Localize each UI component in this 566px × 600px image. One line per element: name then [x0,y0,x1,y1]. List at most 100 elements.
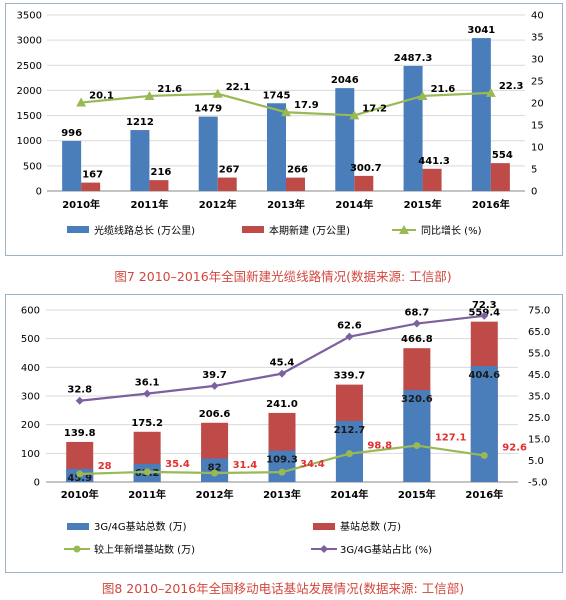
data-label-total: 241.0 [266,399,298,410]
legend-label-total: 基站总数 (万) [340,520,401,533]
y-tick-label: 0 [36,187,42,198]
y2-tick-label: 55.0 [528,349,550,360]
data-label-share: 36.1 [135,378,160,389]
y2-tick-label: 15 [531,121,544,132]
x-tick-label: 2010年 [61,488,99,501]
data-label-total: 1212 [126,117,154,128]
data-label-added: 28 [98,461,112,472]
data-label-growth: 20.1 [89,91,114,102]
bar-new-built [217,177,237,191]
bar-new-built [81,182,101,191]
growth-marker [417,90,428,100]
x-tick-label: 2012年 [196,488,234,501]
data-label-total: 996 [61,128,82,139]
data-label-growth: 17.2 [362,103,387,114]
y-tick-label: 1500 [17,111,42,122]
y-tick-label: 400 [21,363,40,374]
data-label-total: 1479 [194,104,222,115]
y-tick-label: 2000 [17,86,42,97]
data-label-added: 31.4 [233,460,258,471]
data-label-total: 3041 [467,25,495,36]
data-label-new: 441.3 [418,156,450,167]
legend-label-total: 光缆线路总长 (万公里) [94,224,195,237]
figure-8-caption: 图8 2010–2016年全国移动电话基站发展情况(数据来源: 工信部) [101,581,465,596]
bar-total-length [62,140,82,191]
data-label-growth: 21.6 [431,84,456,95]
added-stations-marker [480,451,488,459]
growth-marker [281,107,291,117]
share-marker [210,381,219,390]
data-label-total: 2046 [331,75,359,86]
y-tick-label: 1000 [17,136,42,147]
bar-3g4g-stations [470,366,498,482]
data-label-3g4g: 212.7 [334,425,366,436]
legend-swatch-total [67,226,89,233]
data-label-total: 175.2 [131,418,163,429]
y2-tick-label: 5.0 [528,456,544,467]
y2-tick-label: 5 [531,165,537,176]
share-marker [143,389,152,398]
x-tick-label: 2016年 [465,488,503,501]
y2-tick-label: 35 [531,33,544,44]
data-label-added: 92.6 [502,442,527,453]
legend-label-added: 较上年新增基站数 (万) [94,543,195,556]
y2-tick-label: 30 [531,55,544,66]
data-label-share: 39.7 [202,370,227,381]
data-label-new: 266 [287,165,308,176]
data-label-share: 72.3 [472,300,497,311]
share-marker [480,311,489,320]
fiber-optic-chart: 0 500 1000 1500 2000 2500 3000 3500 0 5 10 15 20 25 30… [17,11,544,238]
bar-total-length [130,130,150,191]
y2-tick-label: 10 [531,143,544,154]
data-label-share: 45.4 [270,358,295,369]
data-label-new: 267 [219,165,240,176]
data-label-total: 339.7 [334,371,366,382]
data-label-new: 167 [82,170,103,181]
data-label-growth: 21.6 [157,84,182,95]
data-label-total: 2487.3 [394,53,433,64]
data-label-added: 34.4 [300,459,325,470]
bar-3g4g-stations [268,450,296,482]
bar-total-length [471,38,491,191]
y-tick-label: 200 [21,420,40,431]
growth-marker [212,88,223,98]
bar-total-length [267,103,286,191]
x-tick-label: 2010年 [62,198,100,211]
share-marker [75,396,84,405]
y-tick-label: 2500 [17,61,42,72]
y-tick-label: 3500 [17,11,42,22]
y2-tick-label: 35.0 [528,392,550,403]
x-tick-label: 2011年 [131,198,169,211]
share-marker [412,319,421,328]
data-label-total: 206.6 [199,409,231,420]
bar-new-built [490,163,510,191]
added-stations-marker [143,468,151,476]
y2-tick-label: 65.0 [528,327,550,338]
data-label-new: 216 [150,167,171,178]
y2-tick-label: 40 [531,11,544,22]
data-label-3g4g: 404.6 [468,370,500,381]
legend-label-growth: 同比增长 (%) [421,224,482,237]
data-label-share: 68.7 [405,308,430,319]
x-tick-label: 2013年 [267,198,305,211]
data-label-3g4g: 45.9 [67,473,92,484]
added-stations-marker [345,450,353,458]
y-tick-label: 600 [21,306,40,317]
y2-tick-label: 20 [531,99,544,110]
y2-tick-label: 75.0 [528,306,550,317]
data-label-3g4g: 320.6 [401,394,433,405]
y2-tick-label: 0 [531,187,537,198]
x-tick-label: 2012年 [199,198,237,211]
figure-7-caption: 图7 2010–2016年全国新建光缆线路情况(数据来源: 工信部) [114,269,452,284]
legend-marker-growth [399,225,409,234]
legend-swatch-3g4g [67,523,89,530]
bar-new-built [422,168,442,191]
data-label-3g4g: 109.3 [266,455,298,466]
data-label-new: 554 [492,150,513,161]
bar-new-built [354,175,374,191]
y2-tick-label: 15.0 [528,435,550,446]
data-label-added: 35.4 [165,459,190,470]
data-label-share: 32.8 [67,385,92,396]
legend-swatch-total [313,523,335,530]
added-stations-marker [211,469,219,477]
